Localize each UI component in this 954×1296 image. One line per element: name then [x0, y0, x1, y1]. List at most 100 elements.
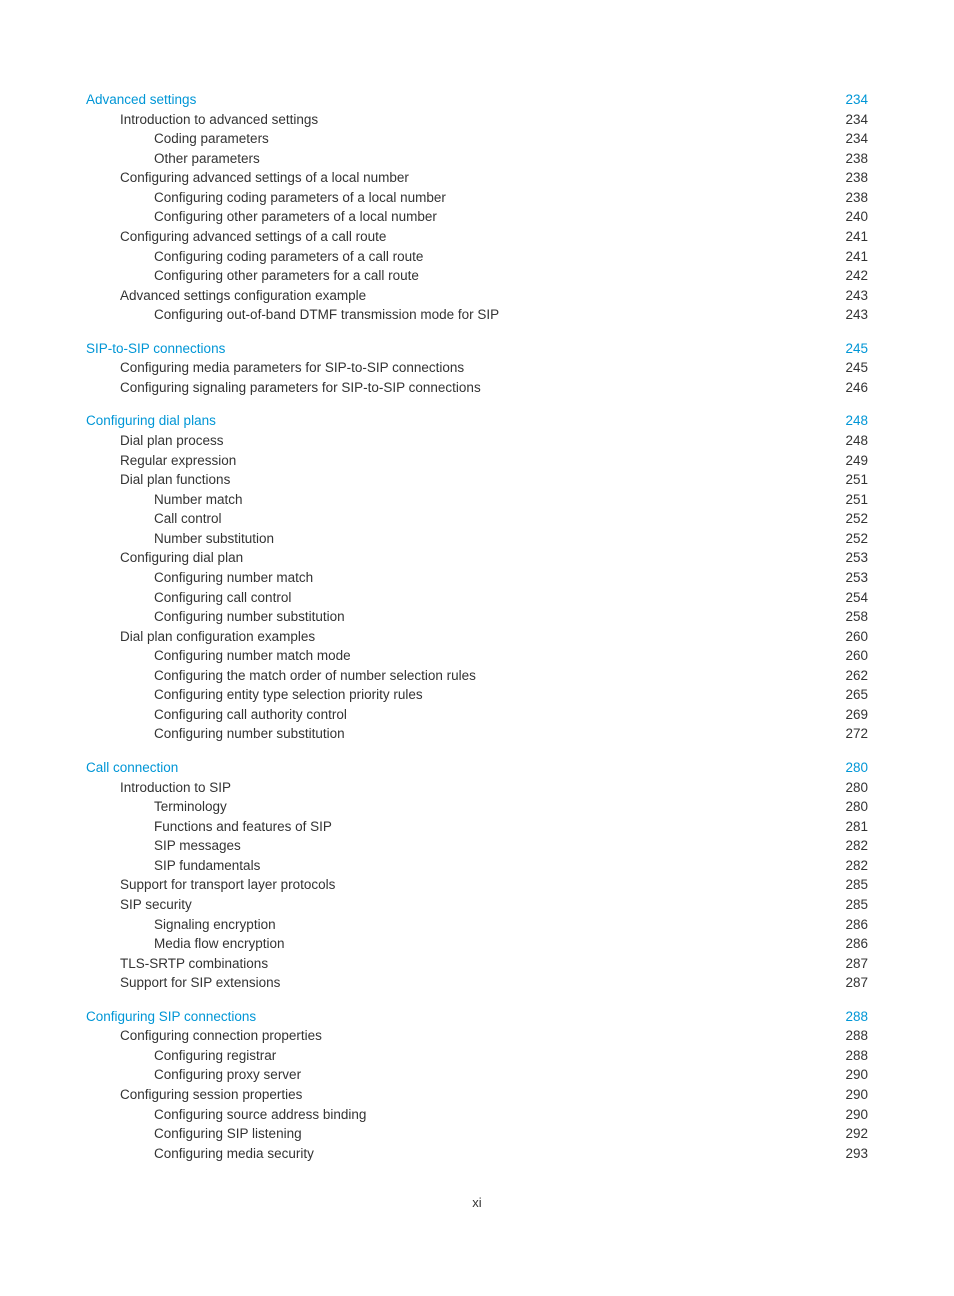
toc-entry-page: 238 [845, 168, 868, 188]
toc-entry-page: 272 [845, 724, 868, 744]
toc-entry[interactable]: Configuring the match order of number se… [154, 666, 868, 686]
toc-entry-page: 280 [845, 797, 868, 817]
toc-entry[interactable]: Configuring out-of-band DTMF transmissio… [154, 305, 868, 325]
toc-entry-page: 248 [845, 431, 868, 451]
toc-entry-label: Configuring number substitution [154, 724, 345, 744]
toc-list: Advanced settings234Introduction to adva… [86, 90, 868, 1163]
toc-entry-label: Introduction to SIP [120, 778, 231, 798]
toc-entry[interactable]: Dial plan configuration examples 260 [120, 627, 868, 647]
toc-entry[interactable]: Configuring dial plans248 [86, 411, 868, 431]
toc-entry[interactable]: Configuring SIP connections288 [86, 1007, 868, 1027]
section-gap [86, 993, 868, 1007]
toc-entry-page: 240 [845, 207, 868, 227]
toc-entry-label: Signaling encryption [154, 915, 276, 935]
toc-entry[interactable]: Number substitution252 [154, 529, 868, 549]
toc-entry[interactable]: Configuring call authority control269 [154, 705, 868, 725]
toc-entry[interactable]: Number match251 [154, 490, 868, 510]
toc-entry[interactable]: Introduction to advanced settings234 [120, 110, 868, 130]
toc-entry-page: 292 [845, 1124, 868, 1144]
toc-entry[interactable]: Configuring source address binding290 [154, 1105, 868, 1125]
toc-entry[interactable]: Configuring coding parameters of a call … [154, 247, 868, 267]
toc-entry[interactable]: Configuring media security293 [154, 1144, 868, 1164]
toc-entry[interactable]: Advanced settings configuration example2… [120, 286, 868, 306]
toc-entry-label: Configuring entity type selection priori… [154, 685, 423, 705]
toc-entry[interactable]: SIP fundamentals282 [154, 856, 868, 876]
toc-entry-page: 243 [845, 286, 868, 306]
toc-entry-page: 243 [845, 305, 868, 325]
toc-entry-label: SIP fundamentals [154, 856, 260, 876]
toc-entry[interactable]: Configuring SIP listening292 [154, 1124, 868, 1144]
toc-entry[interactable]: Configuring call control254 [154, 588, 868, 608]
toc-entry-page: 285 [845, 895, 868, 915]
section-gap [86, 744, 868, 758]
toc-entry[interactable]: SIP-to-SIP connections245 [86, 339, 868, 359]
toc-entry[interactable]: Support for SIP extensions287 [120, 973, 868, 993]
toc-entry-page: 254 [845, 588, 868, 608]
toc-entry[interactable]: Call control 252 [154, 509, 868, 529]
toc-entry[interactable]: Call connection280 [86, 758, 868, 778]
toc-entry[interactable]: Configuring media parameters for SIP-to-… [120, 358, 868, 378]
toc-entry-label: TLS-SRTP combinations [120, 954, 268, 974]
toc-entry[interactable]: Configuring number substitution 272 [154, 724, 868, 744]
toc-entry[interactable]: Configuring session properties290 [120, 1085, 868, 1105]
toc-entry[interactable]: Configuring number match mode260 [154, 646, 868, 666]
toc-entry-label: Call control [154, 509, 222, 529]
toc-entry-page: 242 [845, 266, 868, 286]
toc-entry[interactable]: TLS-SRTP combinations287 [120, 954, 868, 974]
toc-entry-label: Configuring coding parameters of a call … [154, 247, 423, 267]
toc-entry[interactable]: Other parameters238 [154, 149, 868, 169]
toc-entry[interactable]: Media flow encryption286 [154, 934, 868, 954]
toc-entry[interactable]: Configuring proxy server290 [154, 1065, 868, 1085]
toc-entry[interactable]: Coding parameters 234 [154, 129, 868, 149]
toc-entry-page: 290 [845, 1085, 868, 1105]
toc-entry-label: Other parameters [154, 149, 260, 169]
toc-entry[interactable]: Configuring connection properties288 [120, 1026, 868, 1046]
toc-entry-label: Configuring number substitution [154, 607, 345, 627]
toc-entry[interactable]: Signaling encryption286 [154, 915, 868, 935]
toc-entry[interactable]: Support for transport layer protocols285 [120, 875, 868, 895]
toc-entry[interactable]: Dial plan process248 [120, 431, 868, 451]
toc-entry-page: 234 [845, 129, 868, 149]
toc-entry[interactable]: Configuring registrar288 [154, 1046, 868, 1066]
toc-entry-label: Configuring number match mode [154, 646, 351, 666]
toc-entry[interactable]: Introduction to SIP280 [120, 778, 868, 798]
toc-entry[interactable]: Dial plan functions251 [120, 470, 868, 490]
toc-entry-page: 241 [845, 247, 868, 267]
toc-entry[interactable]: Configuring advanced settings of a local… [120, 168, 868, 188]
toc-entry[interactable]: Configuring other parameters for a call … [154, 266, 868, 286]
toc-entry-label: Configuring coding parameters of a local… [154, 188, 446, 208]
toc-entry[interactable]: Configuring advanced settings of a call … [120, 227, 868, 247]
toc-entry[interactable]: Configuring dial plan253 [120, 548, 868, 568]
toc-entry-label: Introduction to advanced settings [120, 110, 318, 130]
toc-entry-page: 287 [845, 973, 868, 993]
toc-entry-label: Configuring source address binding [154, 1105, 366, 1125]
toc-entry[interactable]: Configuring coding parameters of a local… [154, 188, 868, 208]
toc-entry-page: 262 [845, 666, 868, 686]
toc-entry-label: Configuring the match order of number se… [154, 666, 476, 686]
toc-entry-label: Support for transport layer protocols [120, 875, 335, 895]
toc-entry[interactable]: Terminology280 [154, 797, 868, 817]
toc-entry[interactable]: SIP security 285 [120, 895, 868, 915]
toc-entry-page: 260 [845, 627, 868, 647]
toc-entry-label: Dial plan configuration examples [120, 627, 315, 647]
toc-entry[interactable]: Functions and features of SIP 281 [154, 817, 868, 837]
toc-entry[interactable]: SIP messages282 [154, 836, 868, 856]
toc-entry[interactable]: Configuring number substitution258 [154, 607, 868, 627]
toc-entry-label: Number match [154, 490, 243, 510]
section-gap [86, 397, 868, 411]
toc-entry-label: Media flow encryption [154, 934, 285, 954]
section-gap [86, 325, 868, 339]
toc-entry[interactable]: Regular expression249 [120, 451, 868, 471]
toc-entry-page: 252 [845, 509, 868, 529]
toc-entry[interactable]: Configuring other parameters of a local … [154, 207, 868, 227]
toc-entry[interactable]: Advanced settings234 [86, 90, 868, 110]
toc-entry-page: 248 [845, 411, 868, 431]
toc-entry-label: Advanced settings [86, 90, 196, 110]
toc-entry[interactable]: Configuring entity type selection priori… [154, 685, 868, 705]
toc-entry-label: SIP security [120, 895, 192, 915]
toc-entry-label: Functions and features of SIP [154, 817, 332, 837]
toc-entry[interactable]: Configuring number match253 [154, 568, 868, 588]
toc-entry-label: Coding parameters [154, 129, 269, 149]
toc-entry-page: 281 [845, 817, 868, 837]
toc-entry[interactable]: Configuring signaling parameters for SIP… [120, 378, 868, 398]
